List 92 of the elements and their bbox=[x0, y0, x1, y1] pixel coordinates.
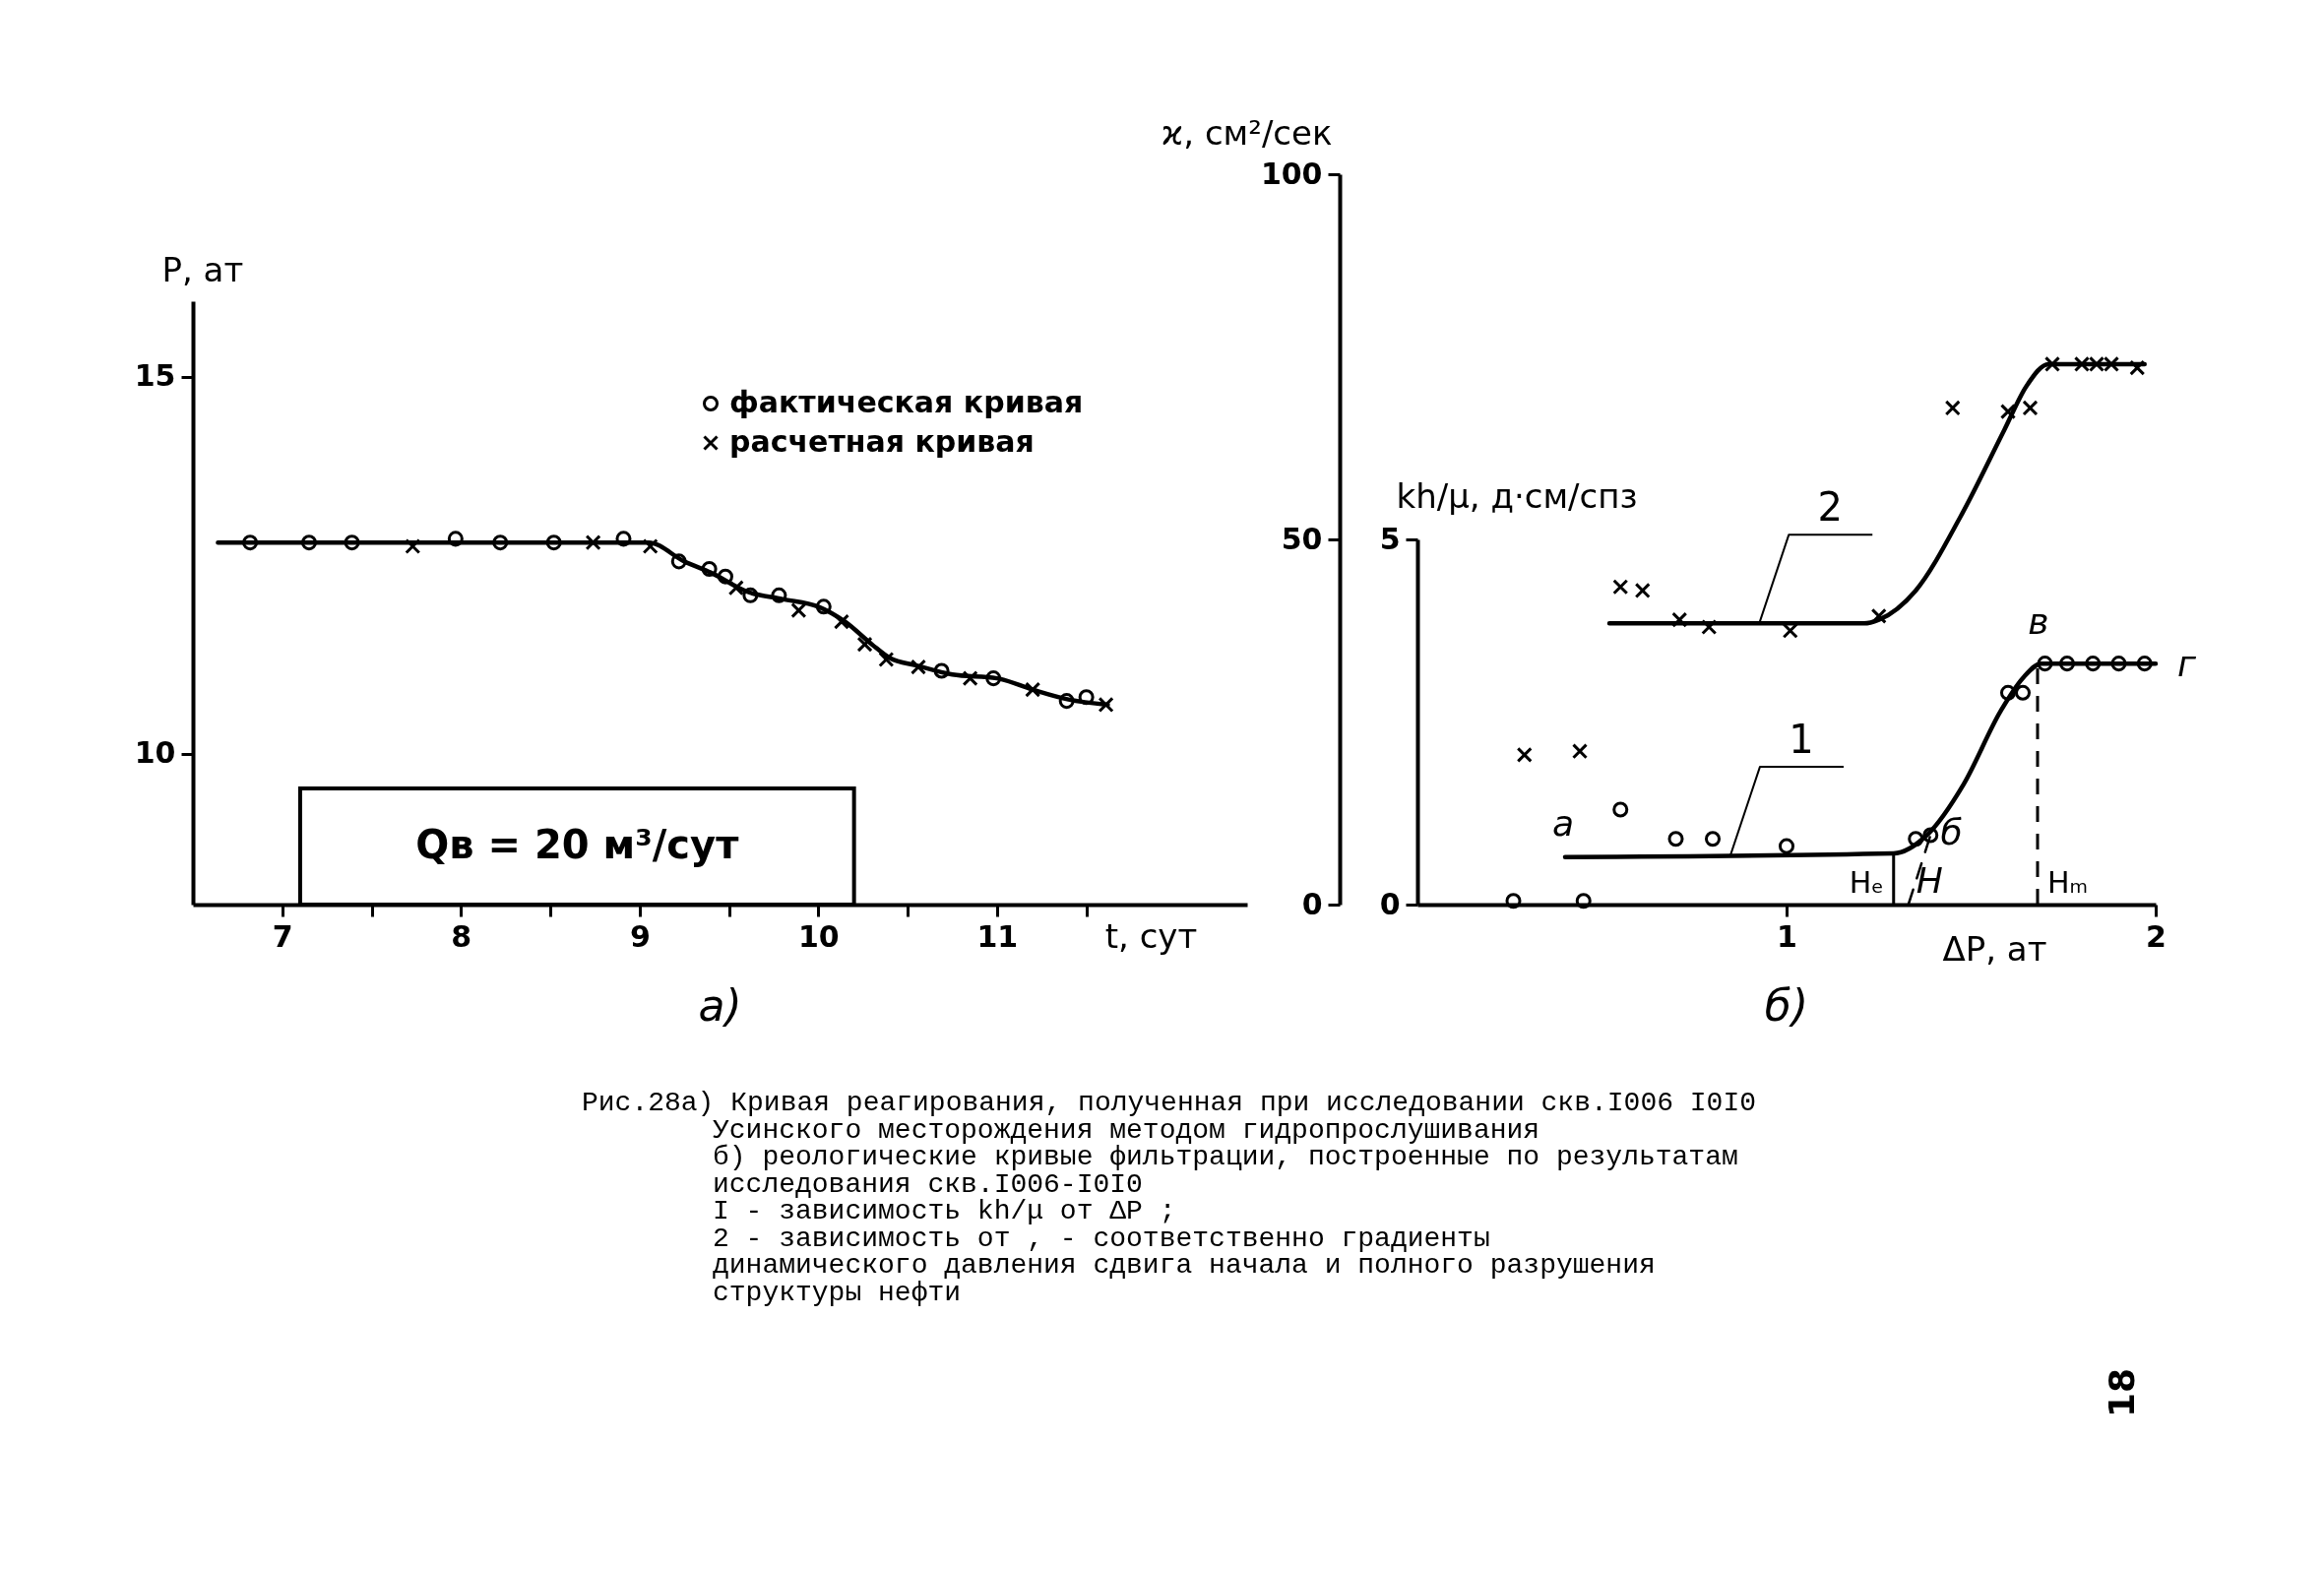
y-tick-label: 15 bbox=[134, 358, 176, 394]
x-tick-label: 2 bbox=[2146, 918, 2167, 954]
y2-tick-label: 5 bbox=[1379, 521, 1401, 556]
ref-line-label: Hₑ bbox=[1849, 865, 1884, 900]
text: 2 bbox=[1817, 484, 1843, 531]
annotation: б bbox=[1940, 811, 1963, 852]
text: 18 bbox=[2102, 1367, 2142, 1418]
point bbox=[2043, 355, 2061, 372]
point bbox=[642, 538, 659, 555]
x-tick-label: 7 bbox=[272, 918, 293, 954]
point bbox=[447, 531, 464, 547]
point bbox=[1098, 696, 1114, 713]
band-label: Qв = 20 м³/сут bbox=[415, 822, 740, 867]
x-axis-title: ΔP, ат bbox=[1942, 928, 2047, 969]
point bbox=[670, 553, 687, 570]
point bbox=[933, 662, 950, 679]
text: Рис.28а) Кривая реагирования, полученная при исследовании скв.I006 I0I0 bbox=[582, 1088, 1756, 1118]
point bbox=[545, 534, 562, 551]
point bbox=[2088, 355, 2105, 372]
y-tick-label: 100 bbox=[1260, 156, 1323, 191]
point bbox=[717, 568, 733, 585]
point bbox=[771, 587, 787, 603]
point bbox=[701, 561, 718, 578]
point bbox=[1025, 681, 1041, 698]
point bbox=[742, 587, 759, 603]
point bbox=[1870, 607, 1887, 624]
point bbox=[1505, 893, 1522, 910]
point bbox=[1058, 693, 1075, 710]
legend-label: расчетная кривая bbox=[729, 424, 1035, 459]
point bbox=[1612, 801, 1629, 818]
ref-line-label: Hₘ bbox=[2047, 865, 2089, 900]
point bbox=[2073, 355, 2091, 372]
point bbox=[790, 602, 807, 619]
point bbox=[585, 534, 601, 551]
point bbox=[878, 651, 895, 667]
point bbox=[2014, 684, 2032, 701]
x-tick-label: 11 bbox=[976, 918, 1019, 954]
point bbox=[2058, 656, 2076, 672]
legend-label: фактическая кривая bbox=[729, 385, 1084, 419]
annotation: а bbox=[1551, 802, 1575, 844]
point bbox=[2022, 400, 2039, 416]
point bbox=[815, 598, 832, 615]
point bbox=[1944, 400, 1961, 416]
y2-axis-title: kh/μ, д·см/спз bbox=[1396, 475, 1638, 516]
text: а) bbox=[698, 980, 742, 1031]
x-tick-label: 8 bbox=[451, 918, 472, 954]
y-axis-title: ϰ, см²/сек bbox=[1161, 112, 1333, 153]
point bbox=[615, 531, 632, 547]
y-tick-label: 0 bbox=[1301, 886, 1323, 921]
point bbox=[2037, 656, 2053, 672]
point bbox=[1634, 582, 1651, 598]
annotation: г bbox=[2177, 644, 2197, 685]
point bbox=[2103, 355, 2120, 372]
point bbox=[2136, 656, 2153, 672]
point bbox=[833, 613, 849, 630]
point bbox=[1571, 743, 1589, 760]
point bbox=[1671, 611, 1688, 628]
x-axis-title: t, сут bbox=[1104, 915, 1198, 956]
point bbox=[1999, 404, 2017, 420]
x-tick-label: 9 bbox=[629, 918, 651, 954]
point bbox=[2110, 656, 2127, 672]
point bbox=[910, 659, 927, 675]
point bbox=[1612, 579, 1629, 596]
text: б) bbox=[1764, 980, 1809, 1031]
annotation: H bbox=[1916, 860, 1943, 901]
point bbox=[1704, 831, 1722, 847]
point bbox=[344, 534, 360, 551]
point bbox=[492, 534, 509, 551]
point bbox=[1922, 827, 1939, 844]
point bbox=[2085, 656, 2102, 672]
x-tick-label: 1 bbox=[1777, 918, 1797, 954]
point bbox=[1078, 689, 1095, 706]
y-tick-label: 50 bbox=[1281, 521, 1323, 556]
text: 1 bbox=[1789, 716, 1814, 762]
point bbox=[985, 670, 1002, 687]
point bbox=[856, 636, 873, 653]
point bbox=[962, 670, 978, 687]
point bbox=[1778, 838, 1795, 854]
point bbox=[242, 534, 259, 551]
point bbox=[300, 534, 318, 551]
y-axis-title: P, ат bbox=[161, 249, 244, 289]
point bbox=[1908, 831, 1924, 847]
x-tick-label: 10 bbox=[797, 918, 840, 954]
point bbox=[2129, 359, 2146, 376]
point bbox=[1701, 619, 1718, 636]
point bbox=[1516, 746, 1533, 763]
point bbox=[1667, 831, 1684, 847]
point bbox=[1999, 684, 2017, 701]
y2-tick-label: 0 bbox=[1379, 886, 1401, 921]
point bbox=[405, 538, 421, 555]
annotation: в bbox=[2028, 601, 2049, 643]
point bbox=[1575, 893, 1592, 910]
